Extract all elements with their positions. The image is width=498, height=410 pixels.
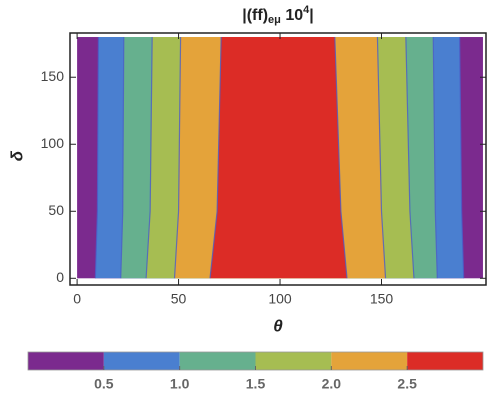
title-sub: eμ: [268, 14, 281, 26]
colorbar-swatch: [28, 352, 104, 370]
colorbar-tick-label: 1.5: [246, 376, 266, 392]
contour-line: [145, 37, 153, 279]
y-tick-label: 100: [41, 135, 65, 151]
contour-line: [459, 37, 465, 279]
plot-frame: [69, 32, 487, 286]
contour-band: [210, 37, 347, 279]
contour-line: [376, 37, 387, 279]
x-tick-label: 150: [370, 291, 394, 307]
y-tick-label: 50: [48, 202, 64, 218]
colorbar-swatch: [255, 352, 332, 370]
x-tick-label: 100: [268, 291, 292, 307]
y-tick-label: 150: [41, 68, 65, 84]
x-tick-label: 50: [171, 291, 187, 307]
colorbar-tick-label: 0.5: [94, 376, 114, 392]
colorbar-tick-label: 2.5: [397, 376, 417, 392]
colorbar-swatch: [331, 352, 408, 370]
contour-line: [405, 37, 415, 279]
colorbar-swatch: [103, 352, 180, 370]
contour-line: [173, 37, 182, 279]
x-tick-label: 0: [73, 291, 81, 307]
colorbar-tick-label: 1.0: [170, 376, 190, 392]
contour-line: [334, 37, 348, 279]
contour-line: [94, 37, 100, 279]
x-axis-label: θ: [273, 316, 283, 335]
colorbar-swatch: [179, 352, 256, 370]
contour-line: [209, 37, 222, 279]
contour-line: [432, 37, 438, 279]
title-part: |: [309, 7, 313, 24]
y-tick-label: 0: [56, 269, 64, 285]
title-part: 10: [281, 7, 303, 24]
title-sup: 4: [303, 4, 310, 16]
title-part: |(ff): [242, 7, 268, 24]
contour-line: [120, 37, 125, 279]
y-axis-label: δ: [7, 150, 26, 161]
colorbar-tick-label: 2.0: [322, 376, 342, 392]
chart-title: |(ff)eμ 104|: [242, 4, 314, 26]
colorbar-swatch: [407, 352, 483, 370]
